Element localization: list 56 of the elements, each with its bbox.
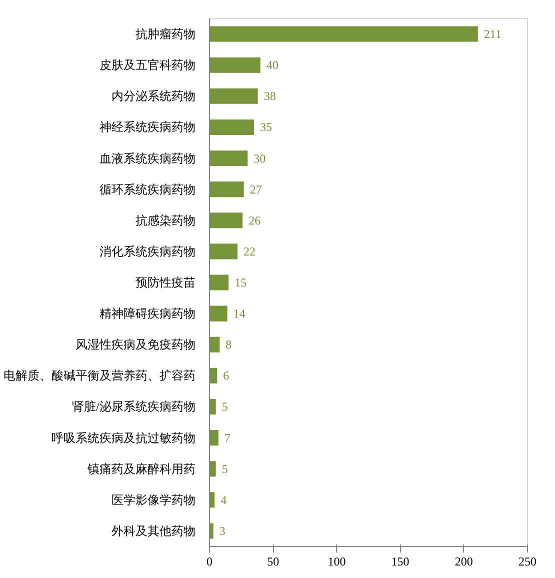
y-tick-label: 抗肿瘤药物 [136,27,196,42]
y-tick-label: 镇痛药及麻醉科用药 [86,462,196,476]
y-tick-label: 肾脏/泌尿系统疾病药物 [72,400,196,414]
data-label: 22 [243,244,256,258]
data-label: 5 [222,462,228,476]
y-tick-label: 风湿性疾病及免疫药物 [76,338,196,352]
y-tick-label: 皮肤及五官科药物 [100,58,196,72]
y-tick-label: 内分泌系统药物 [112,89,196,104]
y-tick-label: 医学影像学药物 [112,492,196,507]
bar [210,398,216,414]
x-tick-label: 0 [206,554,212,568]
data-label: 15 [234,276,247,290]
bar [210,150,248,166]
data-label: 211 [484,27,502,42]
data-label: 3 [219,524,226,538]
data-label: 4 [220,492,227,507]
bar [210,368,218,384]
data-label: 26 [248,213,261,228]
x-tick-label: 250 [518,554,536,568]
y-tick-label: 循环系统疾病药物 [100,182,196,196]
y-tick-label: 消化系统疾病药物 [100,244,196,258]
data-label: 38 [264,89,276,104]
data-label: 30 [254,151,266,166]
y-tick-label: 外科及其他药物 [112,524,196,538]
bar [210,274,229,290]
data-label: 27 [250,182,262,196]
bar [210,244,238,260]
bar [210,430,218,446]
data-label: 5 [222,400,228,414]
data-label: 7 [224,430,230,445]
data-label: 14 [233,306,246,321]
x-tick-label: 150 [391,554,410,568]
bar [210,57,260,73]
bar [210,182,244,198]
data-label: 8 [226,338,232,352]
bar [210,212,243,228]
y-tick-label: 电解质、酸碱平衡及营养药、扩容药 [4,368,196,383]
x-tick-label: 50 [267,554,280,568]
bar [210,461,216,477]
x-tick-label: 100 [328,554,346,568]
y-tick-label: 预防性疫苗 [136,276,196,290]
bar [210,336,220,352]
data-label: 35 [260,120,272,134]
bar [210,306,228,322]
y-tick-label: 呼吸系统疾病及抗过敏药物 [52,430,196,445]
y-tick-label: 神经系统疾病药物 [100,120,196,134]
y-tick-label: 血液系统疾病药物 [100,151,196,166]
y-tick-label: 抗感染药物 [136,213,196,228]
bar [210,523,214,539]
bar [210,26,478,42]
bar [210,88,258,104]
bar [210,119,254,135]
data-label: 40 [266,58,278,72]
data-label: 6 [223,368,230,383]
y-tick-label: 精神障碍疾病药物 [100,306,196,321]
x-tick-label: 200 [454,554,473,568]
